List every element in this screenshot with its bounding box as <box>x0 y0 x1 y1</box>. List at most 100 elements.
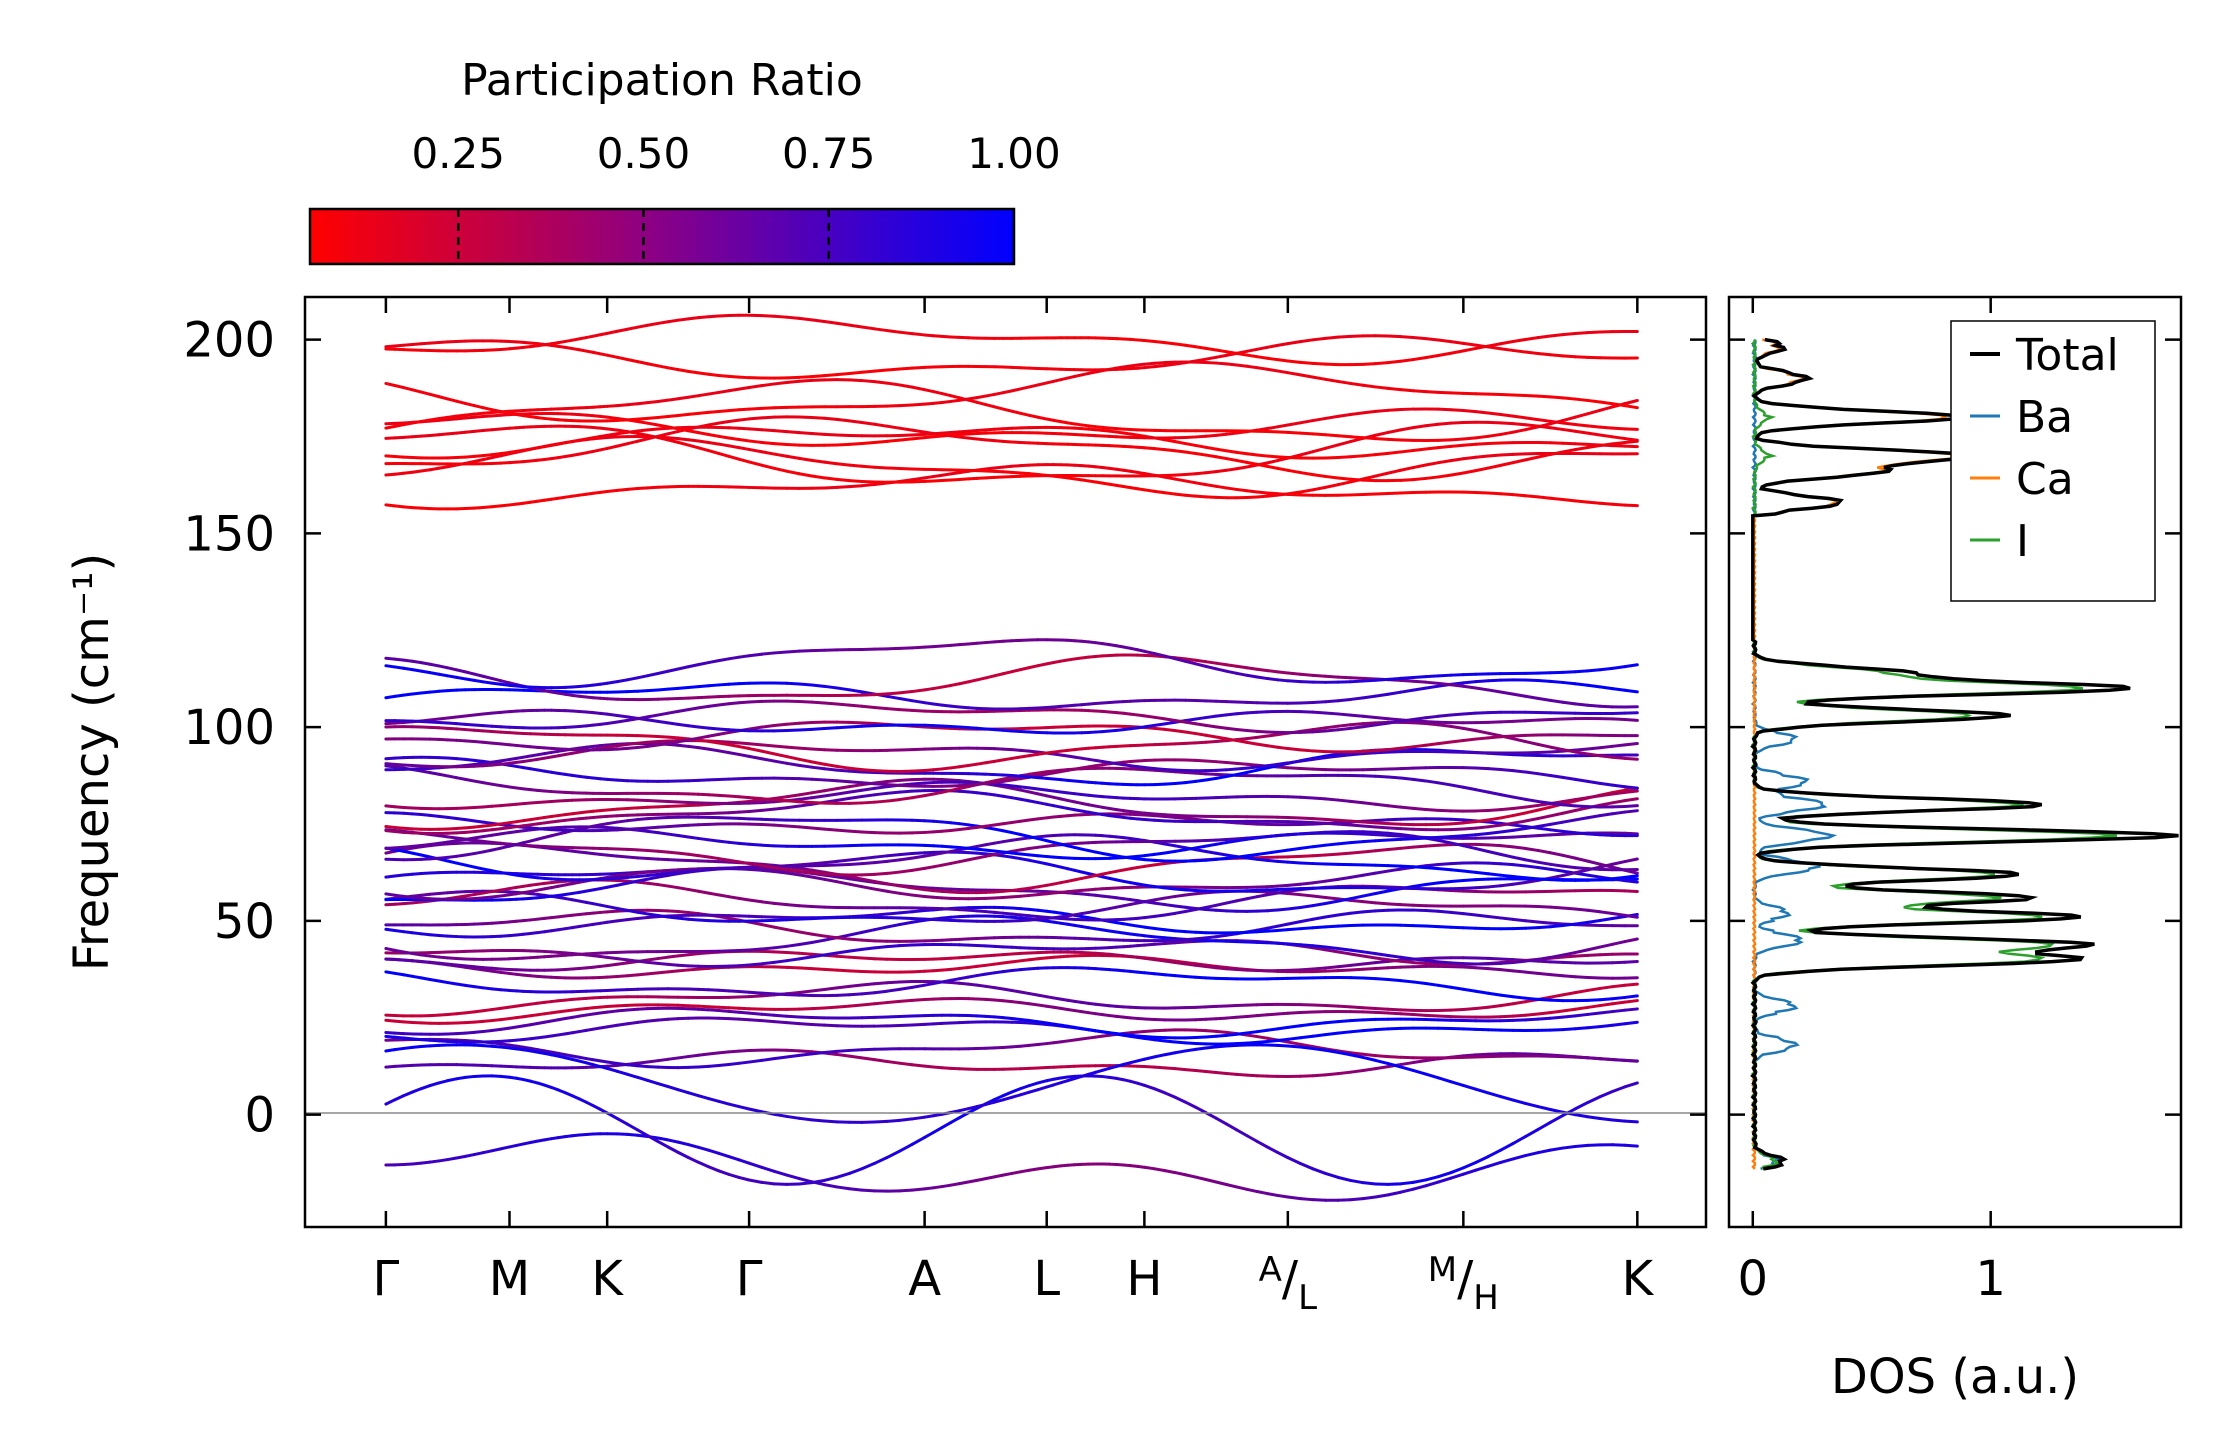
mid-band-line <box>797 1052 814 1057</box>
high-band-line <box>472 458 485 464</box>
mid-band-line <box>810 875 826 881</box>
high-band-line <box>727 387 741 393</box>
mid-band-line <box>1286 968 1302 972</box>
mid-band-line <box>797 763 814 769</box>
mid-band-line <box>1411 865 1428 870</box>
high-band-line <box>847 419 864 424</box>
mid-band-line <box>1561 853 1577 860</box>
high-band-line <box>1474 442 1490 446</box>
mid-band-line <box>1255 929 1269 934</box>
high-band-line <box>676 395 690 401</box>
high-band-line <box>1511 458 1527 465</box>
high-band-line <box>646 362 660 368</box>
mid-band-line <box>1573 988 1590 995</box>
mid-band-line <box>910 781 927 786</box>
mid-band-line <box>1586 873 1602 879</box>
high-band-line <box>384 381 397 387</box>
mid-band-line <box>1548 924 1565 929</box>
mid-band-line <box>1499 882 1515 888</box>
mid-band-line <box>1361 900 1378 905</box>
mid-band-line <box>727 989 741 994</box>
mid-band-line <box>1336 1070 1353 1076</box>
mid-band-line <box>1561 864 1577 870</box>
mid-band-line <box>1474 788 1490 794</box>
mid-band-line <box>1598 812 1614 818</box>
mid-band-line <box>772 866 789 872</box>
high-band-line <box>1461 346 1478 353</box>
mid-band-line <box>605 853 619 858</box>
high-band-line <box>1424 475 1440 480</box>
mid-band-line <box>747 754 764 761</box>
high-band-line <box>646 485 660 490</box>
mid-band-line <box>717 988 731 993</box>
mid-band-line <box>1536 833 1552 838</box>
high-band-line <box>1224 486 1239 491</box>
mid-band-line <box>615 871 629 876</box>
mid-band-line <box>1336 897 1353 903</box>
high-band-line <box>1153 363 1167 369</box>
high-band-line <box>1265 464 1280 470</box>
mid-band-line <box>1336 822 1353 827</box>
high-band-line <box>666 436 680 441</box>
high-band-line <box>636 428 650 433</box>
mid-band-line <box>1523 926 1540 930</box>
mid-band-line <box>1163 911 1177 917</box>
mid-band-line <box>1610 875 1627 881</box>
high-band-line <box>1265 356 1280 362</box>
mid-band-line <box>615 881 629 887</box>
high-band-line <box>810 458 826 464</box>
mid-band-line <box>785 868 801 873</box>
mid-band-line <box>1399 776 1415 781</box>
mid-band-line <box>1361 1006 1378 1011</box>
mid-band-line <box>1311 817 1327 821</box>
high-band-line <box>686 443 700 450</box>
mid-band-line <box>1255 1035 1269 1040</box>
high-band-line <box>1486 345 1503 351</box>
mid-band-line <box>1523 808 1540 815</box>
mid-band-line <box>656 1057 670 1063</box>
mid-band-line <box>1536 772 1552 777</box>
high-band-line <box>785 379 801 384</box>
mid-band-line <box>636 1060 650 1065</box>
high-band-line <box>898 383 914 389</box>
mid-band-line <box>1436 925 1453 929</box>
mid-band-line <box>1411 844 1428 849</box>
mid-band-line <box>1163 894 1177 900</box>
high-band-line <box>1449 349 1465 355</box>
mid-band-line <box>1235 837 1249 843</box>
mid-band-line <box>885 889 902 895</box>
high-band-line <box>1511 493 1527 498</box>
mid-band-line <box>1173 770 1187 774</box>
mid-band-line <box>898 852 914 857</box>
colorbar-tick-label: 1.00 <box>967 129 1061 178</box>
mid-band-line <box>410 851 423 857</box>
mid-band-line <box>872 879 889 886</box>
mid-band-line <box>1224 1032 1239 1037</box>
mid-band-line <box>1374 821 1390 826</box>
mid-band-line <box>1214 838 1228 842</box>
mid-band-line <box>1163 928 1177 933</box>
mid-band-line <box>822 859 839 865</box>
mid-band-line <box>772 925 789 932</box>
mid-band-line <box>1499 835 1515 840</box>
mid-band-line <box>1499 852 1515 859</box>
mid-band-line <box>835 862 851 867</box>
high-band-line <box>1474 410 1490 415</box>
mid-band-line <box>1598 942 1614 949</box>
mid-band-line <box>1276 1037 1290 1042</box>
mid-band-line <box>772 950 789 954</box>
mid-band-line <box>772 798 789 803</box>
mid-band-line <box>1548 811 1565 818</box>
mid-band-line <box>1323 1072 1340 1077</box>
mid-band-line <box>1511 1018 1527 1022</box>
mid-band-line <box>1286 927 1302 932</box>
mid-band-line <box>1436 1014 1453 1019</box>
high-band-line <box>1411 447 1428 452</box>
mid-band-line <box>1183 962 1198 967</box>
mid-band-line <box>1204 935 1218 940</box>
mid-band-line <box>1194 758 1208 763</box>
mid-band-line <box>910 893 927 898</box>
mid-band-line <box>1523 825 1540 830</box>
mid-band-line <box>1424 956 1440 961</box>
high-band-line <box>625 402 640 407</box>
